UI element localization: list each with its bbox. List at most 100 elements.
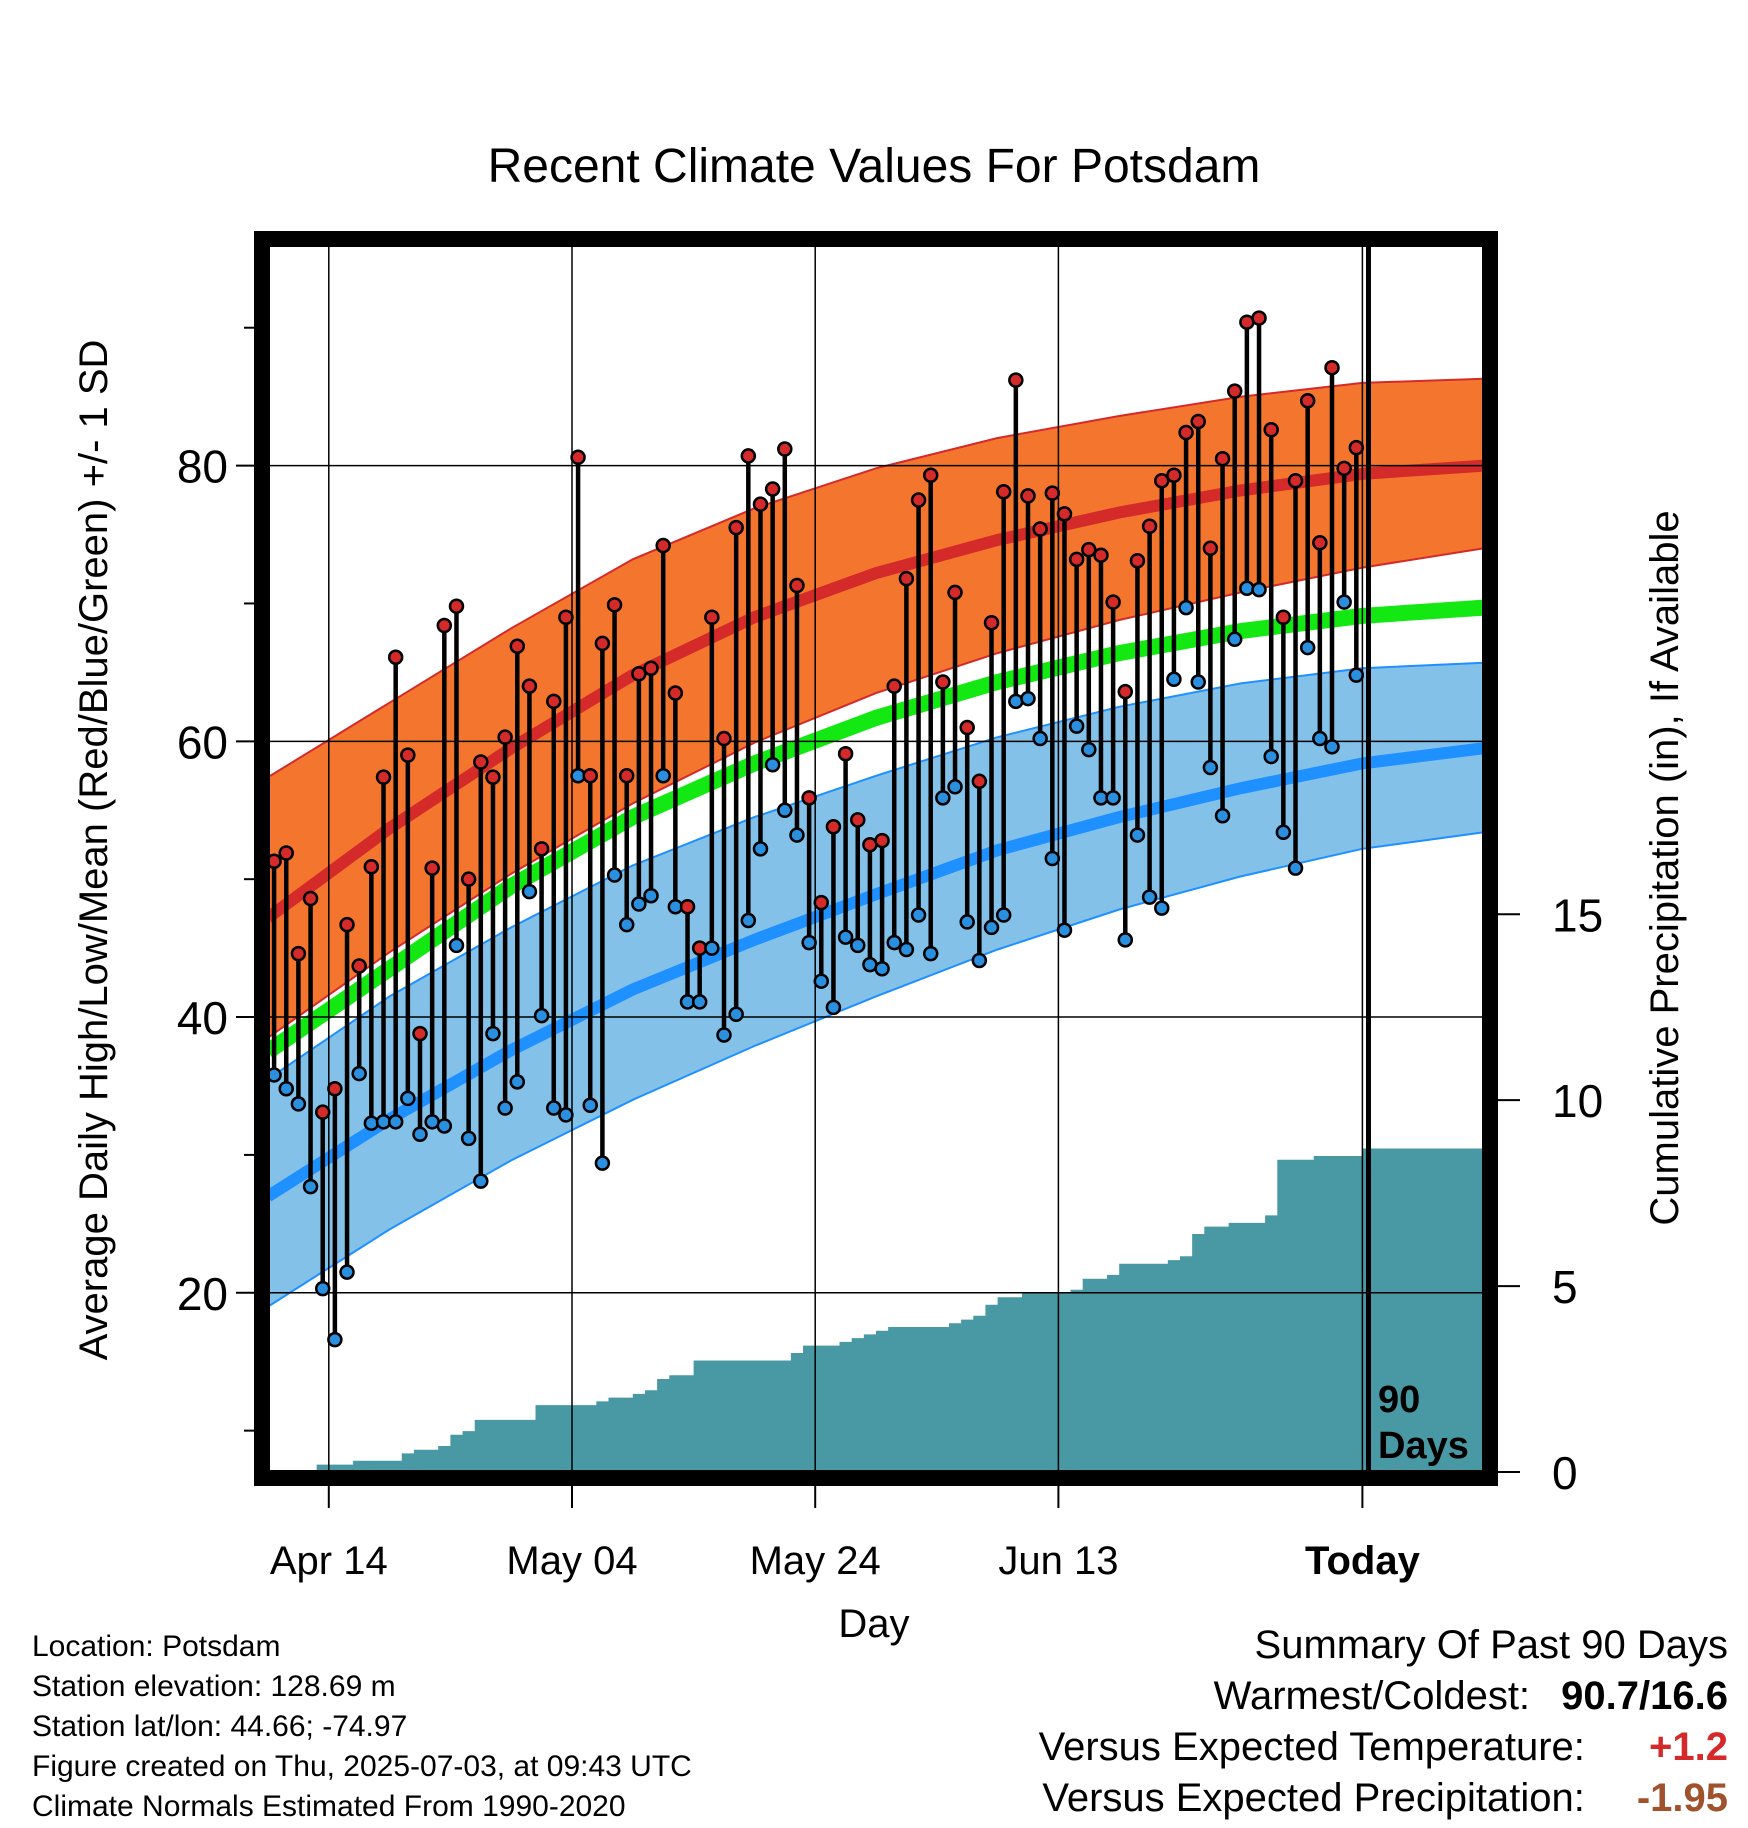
daily-low-point — [594, 1155, 611, 1171]
daily-high-point — [1032, 521, 1048, 537]
daily-high-point — [351, 958, 367, 974]
daily-high-point — [789, 577, 805, 594]
daily-low-point — [1032, 730, 1048, 747]
elevation-text: Station elevation: 128.69 m — [32, 1670, 396, 1703]
daily-low-point — [1154, 900, 1170, 916]
daily-high-point — [825, 819, 842, 835]
daily-low-point — [910, 907, 927, 923]
daily-low-point — [874, 961, 890, 977]
daily-high-point — [375, 769, 392, 785]
daily-high-point — [448, 598, 465, 614]
daily-low-point — [886, 934, 902, 951]
daily-high-point — [618, 768, 635, 784]
daily-low-point — [1275, 824, 1292, 841]
daily-high-point — [473, 754, 489, 770]
daily-high-point — [898, 570, 915, 587]
normals-text: Climate Normals Estimated From 1990-2020 — [32, 1790, 626, 1823]
daily-low-point — [995, 907, 1012, 923]
daily-high-point — [752, 496, 769, 512]
daily-high-point — [995, 484, 1012, 500]
high-plus-sd-line — [267, 377, 1485, 779]
daily-low-point — [643, 887, 659, 904]
daily-high-point — [533, 841, 550, 857]
low-sd-band — [268, 662, 1484, 1307]
daily-low-point — [1299, 639, 1316, 656]
daily-high-point — [922, 467, 939, 483]
daily-low-point — [935, 790, 951, 806]
daily-low-point — [1287, 860, 1304, 876]
daily-low-point — [752, 841, 769, 857]
daily-low-point — [1008, 693, 1024, 710]
daily-low-point — [1105, 790, 1121, 806]
daily-low-point — [825, 999, 842, 1016]
daily-low-point — [1117, 932, 1134, 948]
daily-low-point — [764, 757, 781, 773]
daily-high-point — [655, 537, 671, 554]
daily-high-point — [813, 894, 830, 911]
daily-low-point — [1348, 667, 1365, 683]
daily-low-point — [813, 973, 830, 989]
y-tick-label: 60 — [177, 716, 228, 768]
daily-range-bars-layer — [271, 318, 1359, 1340]
daily-high-point — [679, 899, 696, 915]
daily-high-point — [728, 519, 744, 536]
daily-high-point — [278, 845, 294, 861]
daily-high-point — [460, 871, 477, 887]
daily-low-point — [801, 934, 817, 951]
daily-low-point — [412, 1126, 428, 1142]
y-tick-label: 40 — [177, 992, 228, 1044]
daily-low-point — [1178, 599, 1194, 616]
daily-high-point — [740, 448, 757, 464]
daily-high-point — [910, 492, 927, 508]
daily-high-point — [1312, 535, 1328, 551]
daily-high-point — [1154, 472, 1170, 489]
daily-high-point — [485, 769, 501, 785]
daily-low-point — [971, 952, 988, 969]
daily-high-point — [424, 860, 440, 876]
daily-high-point — [290, 945, 307, 962]
daily-high-point — [1202, 540, 1219, 557]
daily-high-point — [497, 729, 513, 745]
daily-low-point — [1044, 850, 1061, 867]
daily-points-layer — [266, 310, 1365, 1348]
daily-low-point — [509, 1074, 526, 1090]
daily-high-point — [1287, 472, 1304, 489]
x-tick-label: May 04 — [506, 1539, 637, 1583]
daily-high-point — [570, 449, 586, 466]
station-info: Location: Potsdam Station elevation: 128… — [32, 1627, 692, 1827]
daily-high-point — [436, 617, 453, 634]
daily-low-point — [582, 1097, 598, 1114]
daily-low-point — [789, 827, 805, 843]
created-text: Figure created on Thu, 2025-07-03, at 09… — [32, 1750, 692, 1783]
daily-high-point — [1251, 310, 1267, 326]
daily-low-point — [631, 896, 647, 912]
daily-high-point — [1008, 372, 1024, 388]
daily-low-point — [327, 1331, 343, 1348]
daily-low-point — [1336, 594, 1352, 610]
daily-high-point — [302, 890, 319, 907]
summary-precip: Versus Expected Precipitation: -1.95 — [1042, 1775, 1728, 1821]
daily-low-point — [983, 919, 1000, 936]
x-tick-label: Apr 14 — [270, 1539, 388, 1583]
daily-high-point — [400, 747, 416, 763]
daily-high-point — [886, 678, 902, 694]
daily-high-point — [1336, 460, 1352, 477]
daily-low-point — [436, 1118, 453, 1134]
y-tick-label: 20 — [177, 1268, 228, 1320]
summary-warm-cold: Warmest/Coldest: 90.7/16.6 — [1214, 1673, 1728, 1719]
gridlines-layer — [268, 245, 1484, 1472]
daily-high-point — [1166, 467, 1182, 483]
daily-high-point — [850, 812, 866, 828]
daily-low-point — [533, 1007, 550, 1024]
daily-high-point — [1263, 421, 1279, 438]
daily-low-point — [691, 994, 708, 1010]
daily-high-point — [546, 693, 562, 710]
daily-low-point — [473, 1173, 489, 1189]
x-tick-label: May 24 — [750, 1539, 881, 1583]
daily-high-point — [667, 685, 684, 701]
daily-low-point — [1190, 674, 1206, 690]
daily-high-point — [1275, 609, 1292, 625]
daily-low-point — [1141, 889, 1158, 905]
daily-low-point — [497, 1100, 513, 1116]
daily-low-point — [618, 916, 635, 933]
